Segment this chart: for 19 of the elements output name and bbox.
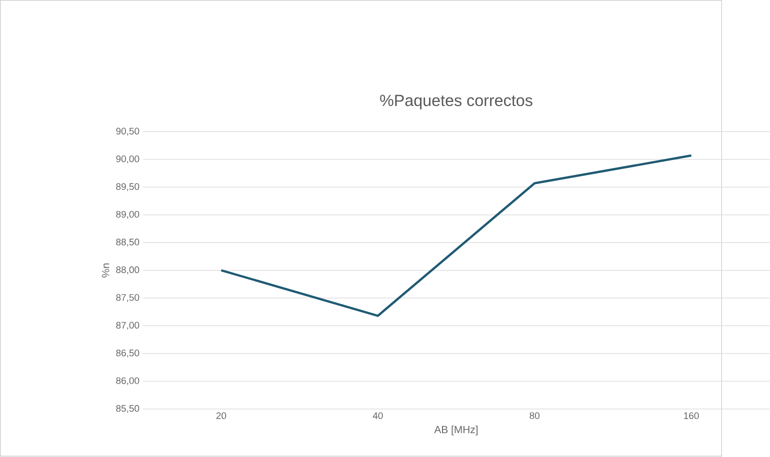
x-tick-label: 20 [216, 412, 226, 420]
x-tick-label: 80 [530, 412, 540, 420]
y-tick-label: 85,50 [116, 405, 140, 414]
y-axis-title: %n [102, 264, 110, 278]
y-tick-label: 86,50 [116, 350, 140, 358]
x-tick-label: 40 [372, 412, 383, 420]
x-axis-title: AB [MHz] [434, 426, 478, 436]
y-tick-label: 88,00 [116, 266, 140, 274]
y-tick-label: 89,00 [116, 211, 140, 220]
chart-title: %Paquetes correctos [380, 95, 532, 110]
y-tick-label: 87,00 [116, 322, 140, 330]
y-tick-label: 89,50 [116, 183, 140, 192]
line-series [220, 154, 692, 318]
x-tick-label: 160 [684, 412, 699, 420]
y-tick-label: 90,00 [116, 156, 140, 164]
y-tick-label: 90,50 [116, 128, 140, 136]
y-tick-label: 87,50 [116, 294, 140, 302]
y-tick-label: 88,50 [116, 238, 140, 247]
y-tick-label: 86,00 [116, 378, 140, 386]
